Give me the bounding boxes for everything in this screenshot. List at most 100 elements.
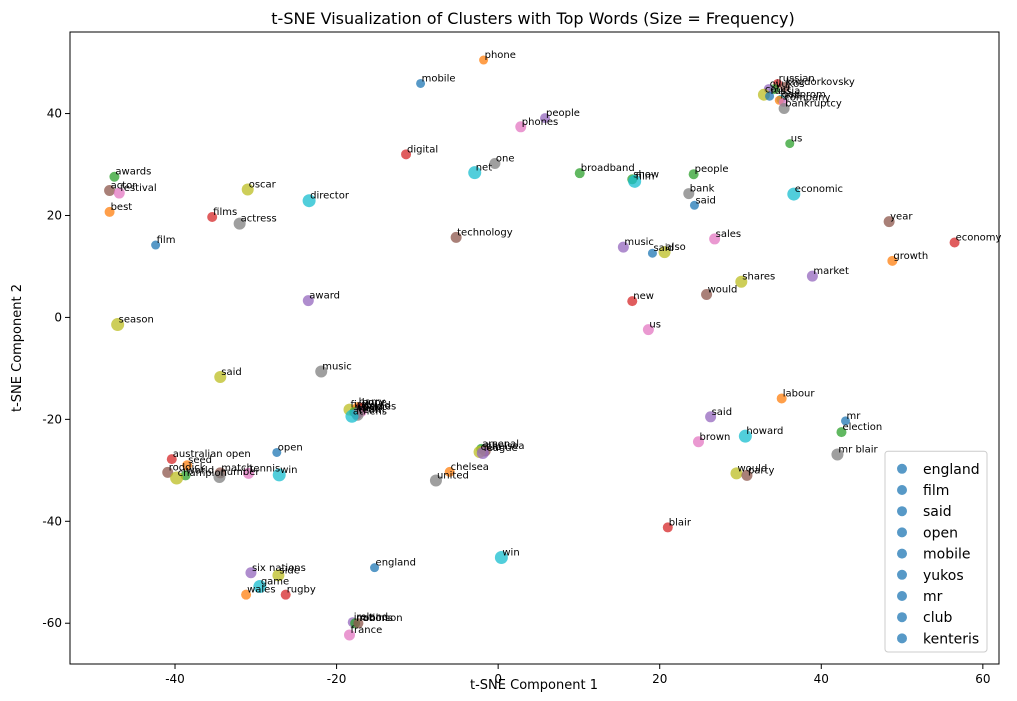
data-point [628, 174, 642, 188]
data-point [166, 454, 177, 465]
x-tick-label: 60 [975, 672, 990, 686]
point-label: said [695, 195, 715, 206]
data-point [779, 82, 790, 93]
point-label: side [279, 565, 300, 576]
point-label: brown [699, 432, 730, 443]
legend-marker [897, 463, 907, 474]
data-point [272, 468, 286, 482]
point-label: england [376, 558, 416, 569]
data-point [182, 460, 193, 471]
point-label: phone [485, 50, 516, 61]
legend-label: mr [923, 589, 943, 605]
point-label: blair [669, 517, 692, 528]
point-label: music [322, 361, 352, 372]
y-tick-label: -20 [42, 412, 62, 426]
point-label: market [813, 266, 849, 277]
legend-label: england [923, 462, 980, 478]
point-label: australian open [173, 449, 251, 460]
point-label: season [119, 315, 154, 326]
point-label: khodorkovsky [786, 77, 855, 88]
data-point [778, 102, 790, 114]
data-point [111, 318, 125, 332]
y-tick-label: 40 [47, 107, 62, 121]
point-label: said [221, 367, 241, 378]
legend: england film said open mobile yukos mr club kent… [884, 450, 988, 653]
data-point [401, 149, 412, 160]
data-point [662, 522, 673, 533]
data-point [233, 217, 246, 230]
legend-marker [897, 506, 907, 517]
point-label: election [842, 422, 882, 433]
data-point [272, 569, 285, 582]
point-label: us [649, 320, 661, 331]
chart-title: t-SNE Visualization of Clusters with Top… [271, 9, 794, 28]
data-point [280, 589, 291, 600]
data-point [765, 91, 775, 101]
y-tick-label: 20 [47, 208, 62, 222]
point-label: labour [783, 388, 816, 399]
point-label: rugby [287, 585, 316, 596]
point-label: bank [690, 184, 715, 195]
data-point [741, 469, 753, 481]
point-label: said [712, 407, 732, 418]
y-tick-label: -60 [42, 616, 62, 630]
point-label: gazprom [782, 89, 826, 100]
point-label: award [309, 291, 340, 302]
data-point [735, 275, 748, 288]
data-point [344, 629, 356, 641]
point-label: nations [356, 613, 393, 624]
point-label: broadband [581, 163, 635, 174]
data-point [887, 255, 898, 266]
legend-marker [897, 612, 907, 623]
point-label: first [351, 400, 371, 411]
data-point [479, 55, 489, 65]
data-point [104, 206, 115, 217]
legend-marker [897, 548, 907, 559]
point-label: party [748, 465, 775, 476]
x-tick-label: 0 [494, 672, 502, 686]
point-label: mr blair [838, 445, 878, 456]
point-label: champion [178, 468, 227, 479]
data-point [213, 470, 226, 483]
data-point [302, 295, 314, 307]
data-point [701, 288, 713, 300]
data-point [214, 371, 227, 384]
legend-marker [897, 591, 907, 601]
point-label: people [695, 164, 729, 175]
point-label: games [363, 402, 397, 413]
point-label: net [476, 163, 492, 174]
point-label: sales [716, 229, 741, 240]
point-label: technology [457, 227, 513, 238]
point-label: film [636, 171, 655, 182]
data-point [831, 448, 844, 461]
data-point [776, 393, 787, 404]
axes: -40 -20 0 20 40 60 -60 -40 -20 0 20 40 [42, 107, 990, 686]
point-label: win [502, 547, 519, 558]
legend-marker [897, 485, 907, 495]
data-point [272, 447, 282, 457]
data-point [450, 231, 462, 243]
data-point [730, 467, 743, 480]
point-label: digital [407, 144, 438, 155]
data-point [429, 474, 442, 487]
data-point [785, 139, 795, 149]
data-point [416, 78, 426, 88]
legend-marker [897, 569, 907, 580]
data-point [647, 248, 657, 258]
point-label: robinson [359, 613, 402, 624]
point-label: us [791, 134, 803, 145]
data-point [113, 187, 125, 199]
data-point [705, 411, 717, 423]
point-label: also [666, 242, 686, 253]
data-point [627, 296, 638, 307]
point-label: match [221, 463, 253, 474]
point-label: athens [353, 406, 387, 417]
point-label: best [111, 202, 133, 213]
point-label: harry [359, 397, 386, 408]
point-label: game [261, 577, 289, 588]
point-label: seed [188, 455, 212, 466]
legend-box [884, 450, 988, 653]
data-point [494, 550, 508, 564]
